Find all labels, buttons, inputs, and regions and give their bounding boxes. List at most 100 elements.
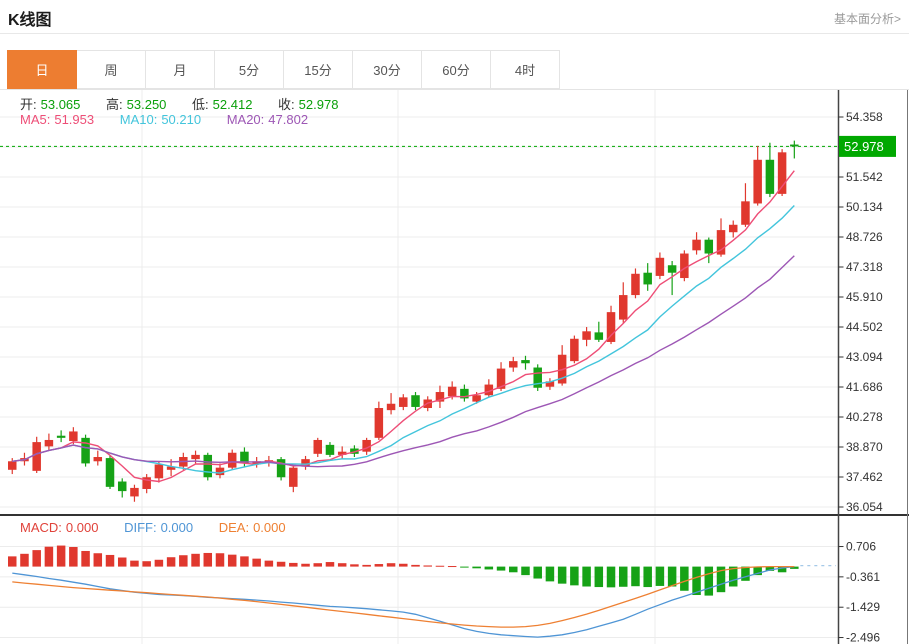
candle-up[interactable] (399, 397, 408, 407)
tab-5分[interactable]: 5分 (214, 50, 284, 89)
tab-月[interactable]: 月 (145, 50, 215, 89)
macd-histogram (8, 545, 799, 596)
candle-down[interactable] (240, 451, 249, 464)
candle-up[interactable] (313, 439, 323, 454)
candle-up[interactable] (496, 368, 506, 389)
low-label: 低: (192, 97, 209, 112)
macd-bar (252, 558, 261, 567)
candle-down[interactable] (790, 144, 799, 147)
dea-label: DEA: (218, 520, 250, 535)
tab-60分[interactable]: 60分 (421, 50, 491, 89)
candle-down[interactable] (105, 458, 115, 487)
candle-up[interactable] (166, 466, 176, 470)
candle-up[interactable] (44, 439, 54, 447)
candle-down[interactable] (203, 454, 213, 478)
candle-down[interactable] (643, 272, 652, 285)
dea-value: 0.000 (253, 520, 286, 535)
candle-up[interactable] (619, 295, 628, 320)
candle-up[interactable] (728, 224, 738, 233)
candle-up[interactable] (93, 457, 103, 462)
last-price-badge-text: 52.978 (844, 139, 884, 154)
macd-bar (8, 556, 17, 567)
diff-label: DIFF: (124, 520, 157, 535)
candle-up[interactable] (631, 273, 640, 296)
candle-up[interactable] (386, 403, 396, 411)
candle-down[interactable] (325, 444, 335, 455)
macd-bar (93, 553, 103, 567)
macd-bar (557, 566, 567, 584)
candle-up[interactable] (130, 487, 139, 497)
candle-down[interactable] (533, 367, 542, 388)
candle-down[interactable] (117, 481, 127, 492)
candle-down[interactable] (765, 159, 775, 194)
macd-bar (374, 564, 384, 567)
candle-up[interactable] (8, 461, 17, 470)
macd-bar (533, 566, 542, 579)
candle-up[interactable] (69, 431, 78, 442)
tab-日[interactable]: 日 (7, 50, 77, 89)
candle-up[interactable] (191, 454, 200, 460)
page-title: K线图 (8, 12, 52, 29)
candle-up[interactable] (606, 312, 616, 342)
candle-down[interactable] (667, 265, 677, 273)
macd-bar (484, 566, 494, 570)
candle-up[interactable] (215, 467, 225, 476)
macd-bar (411, 564, 420, 567)
tabbar-bottom-border (0, 89, 909, 90)
candle-up[interactable] (337, 451, 347, 455)
candle-up[interactable] (374, 408, 384, 438)
candle-up[interactable] (142, 477, 151, 489)
fundamental-analysis-link[interactable]: 基本面分析> (833, 12, 901, 26)
candle-up[interactable] (680, 253, 689, 279)
candle-up[interactable] (741, 201, 750, 225)
candle-up[interactable] (447, 386, 457, 397)
candle-up[interactable] (484, 384, 494, 396)
macd-bar (521, 566, 530, 576)
candle-up[interactable] (362, 439, 371, 452)
candle-up[interactable] (509, 361, 518, 368)
candle-down[interactable] (704, 239, 714, 254)
candle-down[interactable] (350, 448, 359, 454)
y-axis-label: 45.910 (846, 290, 883, 304)
candle-up[interactable] (227, 452, 237, 468)
macd-bar (289, 562, 298, 567)
tab-15分[interactable]: 15分 (283, 50, 353, 89)
open-label: 开: (20, 97, 37, 112)
candle-up[interactable] (545, 381, 555, 387)
tab-4时[interactable]: 4时 (490, 50, 560, 89)
candle-up[interactable] (289, 467, 298, 487)
candle-up[interactable] (32, 442, 41, 471)
candles[interactable] (8, 140, 799, 502)
candle-up[interactable] (582, 331, 591, 340)
candle-up[interactable] (777, 152, 787, 194)
candle-up[interactable] (301, 459, 310, 467)
candle-up[interactable] (570, 338, 579, 362)
tab-30分[interactable]: 30分 (352, 50, 422, 89)
y-axis-label: 47.318 (846, 260, 883, 274)
candle-up[interactable] (753, 159, 762, 204)
candle-down[interactable] (81, 437, 90, 464)
macd-bar (56, 545, 66, 567)
macd-bar (447, 566, 457, 568)
candle-up[interactable] (472, 395, 481, 402)
candle-down[interactable] (411, 395, 420, 407)
macd-bar (460, 566, 469, 568)
candle-down[interactable] (460, 388, 469, 399)
candle-up[interactable] (716, 230, 726, 255)
candle-up[interactable] (435, 392, 445, 402)
last-price-badge (839, 135, 896, 157)
candle-down[interactable] (56, 435, 66, 438)
y-axis-label: 51.542 (846, 170, 883, 184)
candle-down[interactable] (276, 459, 286, 478)
high-value: 53.250 (126, 97, 167, 112)
candle-down[interactable] (521, 360, 530, 364)
macd-bar (582, 566, 591, 587)
candle-up[interactable] (154, 464, 164, 479)
y-axis-label: 48.726 (846, 230, 883, 244)
candle-down[interactable] (594, 332, 604, 340)
candle-up[interactable] (252, 461, 261, 465)
candle-up[interactable] (692, 239, 701, 251)
candle-up[interactable] (655, 257, 665, 276)
macd-bar (69, 546, 78, 567)
